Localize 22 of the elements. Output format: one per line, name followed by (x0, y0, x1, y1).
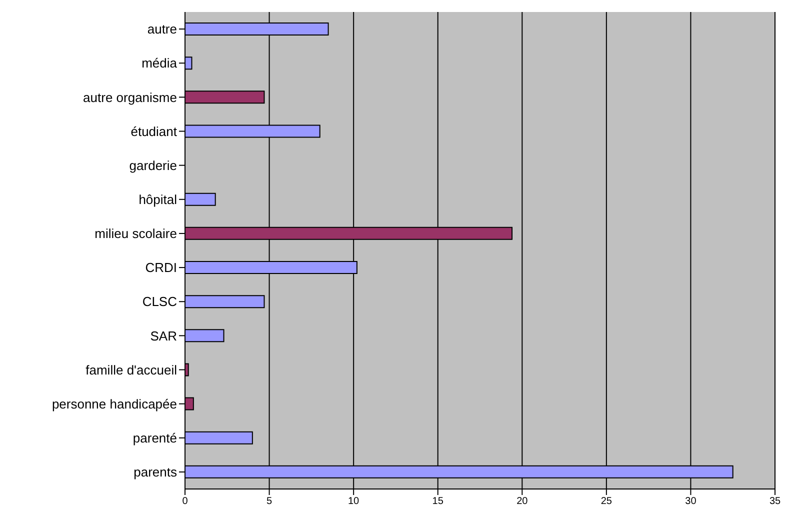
y-tick-label: milieu scolaire (94, 226, 177, 242)
y-tick-label: personne handicapée (52, 396, 177, 412)
y-tick-label: CRDI (145, 260, 177, 276)
y-tick-label: SAR (150, 328, 177, 344)
y-tick-label: hôpital (138, 192, 178, 208)
x-tick-label: 25 (600, 496, 612, 508)
y-tick-label: parents (134, 464, 178, 480)
x-tick-label: 15 (432, 496, 444, 508)
x-tick-label: 10 (348, 496, 360, 508)
y-tick-label: CLSC (142, 294, 177, 310)
y-tick-label: garderie (129, 158, 177, 173)
x-tick-label: 5 (266, 496, 273, 508)
y-tick-label: famille d'accueil (86, 362, 178, 378)
x-tick-label: 20 (516, 496, 528, 508)
y-tick-label: étudiant (130, 124, 178, 139)
y-tick-label: parenté (132, 430, 177, 446)
y-tick-label: autre (147, 22, 177, 37)
x-tick-label: 30 (685, 496, 697, 508)
x-tick-label: 35 (769, 496, 781, 508)
y-tick-label: autre organisme (83, 90, 177, 105)
y-tick-label: média (142, 56, 178, 71)
x-tick-label: 0 (182, 496, 188, 508)
